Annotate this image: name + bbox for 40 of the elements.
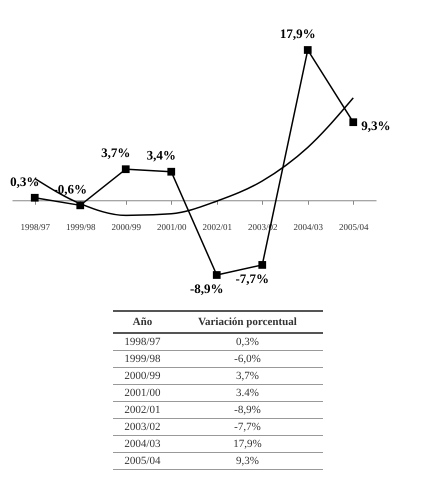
x-tick-label: 2005/04 [338,222,369,232]
text: 17,9% [172,436,323,452]
text: 0,3% [172,333,323,350]
x-tick-label: 2001/00 [156,222,187,232]
text: 3.4% [172,384,323,402]
text: Año [113,311,172,333]
text: 2001/00 [113,384,172,402]
text: 9,3% [172,452,323,470]
data-label: 9,3% [361,118,390,134]
x-tick-label: 2002/01 [202,222,232,232]
data-label: 3,4% [146,148,176,163]
data-label: -8,9% [190,281,224,296]
text: 1998/97 [113,333,172,350]
point [212,271,221,279]
text: -6,0% [172,350,323,368]
point [258,261,266,269]
text: Variación porcentual [172,311,323,333]
point [304,46,312,54]
x-tick-label: 1999/98 [66,222,96,232]
data-label: 17,9% [280,26,316,41]
x-tick-label: 2000/99 [111,222,142,232]
point [349,118,358,126]
data-label: -0,6% [53,181,88,196]
data-label: 3,7% [101,145,130,160]
point [30,194,39,202]
text: -8,9% [172,402,323,418]
text: 1999/98 [113,350,172,368]
text: -7,7% [172,418,323,436]
point [122,165,130,174]
text: 3,7% [172,368,323,384]
text: 2004/03 [113,436,172,452]
text: 2005/04 [113,452,172,470]
data-label: -7,7% [235,270,270,286]
text: 2000/99 [113,368,172,384]
text: 2003/02 [113,418,172,436]
x-tick-label: 2004/03 [293,222,324,232]
text: 2002/01 [113,402,172,418]
data-label: 0,3% [10,174,40,189]
x-tick-label: 1998/97 [20,222,50,232]
point [167,168,176,176]
